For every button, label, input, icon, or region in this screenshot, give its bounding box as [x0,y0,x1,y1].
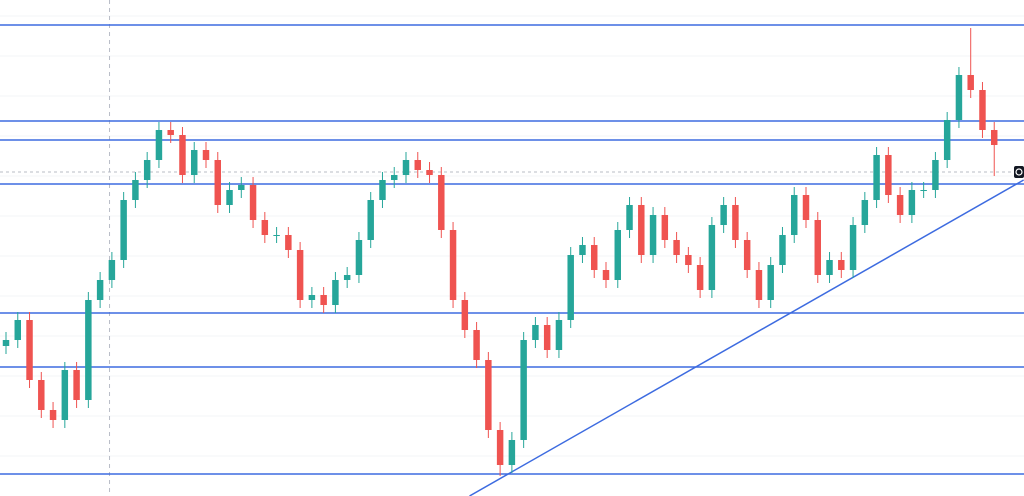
candle-body [638,205,645,255]
candle-body [379,180,386,200]
candle-body [485,360,492,430]
candle-body [861,200,869,225]
candle-body [991,130,998,145]
candle-body [920,190,927,191]
trend-line [469,179,1024,496]
candle-body [543,325,551,350]
candle-body [2,340,10,346]
candle-body [120,200,127,260]
candle-body [191,150,198,175]
candle-body [49,410,57,420]
candle-body [932,160,939,190]
marker-icon [1015,168,1023,176]
candle-body [73,370,80,400]
candle-body [661,215,669,240]
candle-body [802,195,810,220]
candle-body [391,175,398,180]
candle-body [143,160,151,180]
candle-body [967,75,974,90]
candle-body [155,130,163,160]
candle-body [567,255,574,320]
candle-body [791,195,798,235]
candle-body [602,270,610,280]
candle-body [732,205,739,240]
candle-body [649,215,657,255]
candle-body [755,270,763,300]
candle-body [179,135,186,175]
candle-body [308,295,316,300]
candle-body [96,280,104,300]
price-marker [1014,166,1024,178]
candle-body [520,340,527,440]
candle-body [426,170,433,175]
candle-body [779,235,786,265]
candle-body [838,260,845,270]
candles [2,28,998,476]
candle-body [461,300,469,330]
candle-body [26,320,33,380]
candle-body [579,245,586,255]
candle-body [414,160,421,170]
candle-body [238,185,245,190]
candle-body [896,195,904,215]
candle-body [673,240,680,255]
candle-body [496,430,504,465]
candle-body [626,205,633,230]
candle-body [555,320,563,350]
candle-body [367,200,374,240]
candle-body [473,330,480,360]
candle-body [332,280,339,305]
candle-body [108,260,116,280]
candle-body [708,225,716,290]
candle-body [685,255,692,265]
candle-body [285,235,292,250]
candle-body [85,300,92,400]
candle-body [132,180,139,200]
candle-body [214,160,221,205]
candle-body [743,240,751,270]
candle-body [355,240,363,275]
candle-body [955,75,963,120]
candle-body [167,130,174,135]
candle-body [438,175,445,230]
candle-body [849,225,857,270]
candle-body [614,230,621,280]
candle-body [767,265,774,300]
candle-body [908,190,916,215]
candle-body [343,275,351,280]
candle-body [873,155,880,200]
candle-body [720,205,727,225]
marker-badge [1014,166,1024,178]
candle-body [226,190,233,205]
candle-body [508,440,516,465]
candle-body [38,380,45,410]
candle-body [14,320,21,340]
candle-body [296,250,304,300]
candle-body [202,150,210,160]
candle-body [61,370,69,420]
candle-body [826,260,833,275]
candle-body [885,155,892,195]
candle-body [532,325,539,340]
candle-body [591,245,598,270]
candle-body [273,235,280,236]
candle-body [943,120,951,160]
candle-body [979,90,986,130]
candle-body [402,160,410,175]
candle-body [814,220,821,275]
candle-body [696,265,704,290]
levels [0,24,1024,496]
candle-body [249,185,257,220]
candle-body [449,230,457,300]
candle-body [261,220,269,235]
candle-body [320,295,327,305]
